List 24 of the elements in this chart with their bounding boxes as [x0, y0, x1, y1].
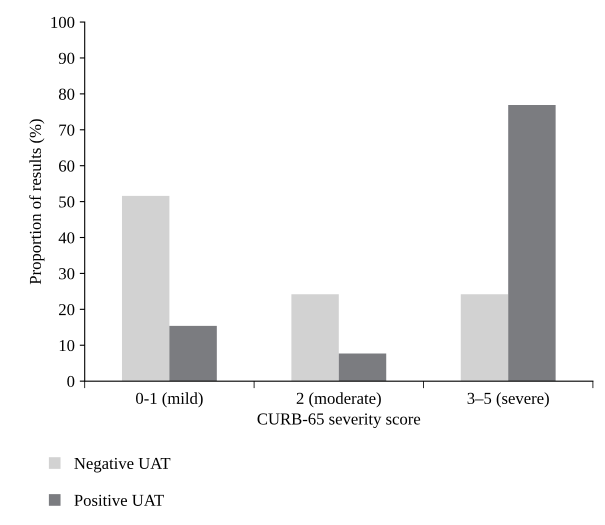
y-tick-label: 10: [60, 340, 74, 352]
bar: [169, 326, 217, 382]
y-tick-label: 80: [58, 88, 74, 100]
legend-label: Negative UAT: [74, 458, 170, 472]
bar: [122, 196, 170, 382]
y-tick-label: 30: [59, 268, 74, 280]
x-tick-label: 0-1 (mild): [136, 392, 203, 408]
x-tick-label: 2 (moderate): [296, 392, 381, 408]
bar: [460, 294, 508, 382]
bar: [291, 294, 339, 382]
y-tick-label: 40: [58, 232, 74, 244]
bar: [508, 105, 556, 382]
y-tick-label: 50: [59, 196, 74, 208]
legend-label: Positive UAT: [74, 494, 164, 506]
y-tick-label: 0: [67, 376, 74, 388]
y-tick-label: 20: [59, 304, 74, 316]
x-tick-label: 3–5 (severe): [468, 392, 549, 408]
y-tick-label: 70: [59, 124, 74, 136]
y-axis-title: Proportion of results (%): [29, 119, 44, 284]
bar: [338, 354, 386, 382]
x-axis-title: CURB-65 severity score: [258, 413, 420, 428]
y-tick-label: 100: [51, 16, 74, 28]
y-tick-label: 90: [58, 52, 74, 64]
y-tick-label: 60: [59, 160, 74, 172]
